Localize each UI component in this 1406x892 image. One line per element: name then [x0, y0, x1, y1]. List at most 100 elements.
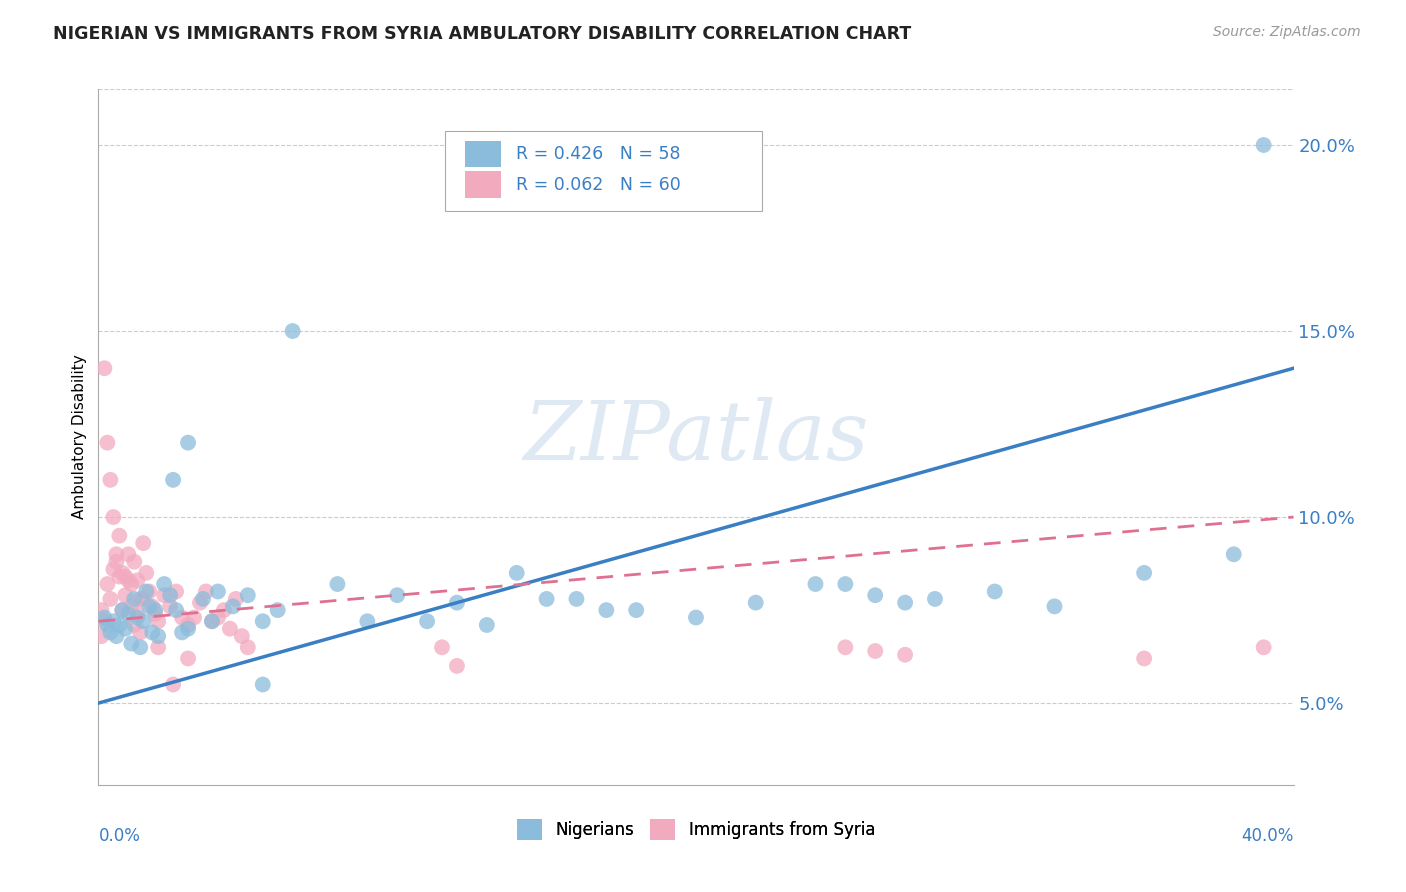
- Point: [177, 651, 200, 665]
- Point: [834, 577, 856, 591]
- Text: ZIPatlas: ZIPatlas: [523, 397, 869, 477]
- Point: [129, 591, 152, 606]
- Point: [475, 618, 498, 632]
- Point: [105, 629, 128, 643]
- Point: [98, 625, 122, 640]
- Point: [536, 591, 558, 606]
- Point: [132, 536, 155, 550]
- Point: [108, 618, 131, 632]
- Point: [124, 555, 146, 569]
- Point: [162, 473, 184, 487]
- Point: [267, 603, 290, 617]
- Point: [108, 569, 131, 583]
- Point: [894, 648, 917, 662]
- Point: [114, 588, 136, 602]
- Point: [1133, 566, 1156, 580]
- Point: [595, 603, 617, 617]
- Point: [1223, 547, 1246, 561]
- Point: [212, 603, 235, 617]
- Point: [201, 614, 224, 628]
- Point: [177, 618, 200, 632]
- Point: [356, 614, 378, 628]
- Point: [127, 574, 149, 588]
- FancyBboxPatch shape: [446, 131, 762, 211]
- Point: [804, 577, 827, 591]
- Point: [172, 610, 194, 624]
- Text: NIGERIAN VS IMMIGRANTS FROM SYRIA AMBULATORY DISABILITY CORRELATION CHART: NIGERIAN VS IMMIGRANTS FROM SYRIA AMBULA…: [53, 25, 911, 43]
- Point: [1043, 599, 1066, 614]
- Point: [865, 644, 887, 658]
- Point: [195, 584, 218, 599]
- Point: [132, 591, 155, 606]
- Point: [153, 577, 176, 591]
- Point: [138, 584, 160, 599]
- Point: [219, 622, 242, 636]
- Point: [1133, 651, 1156, 665]
- Point: [135, 566, 157, 580]
- Point: [231, 629, 253, 643]
- Point: [159, 588, 181, 602]
- Point: [103, 562, 125, 576]
- FancyBboxPatch shape: [465, 141, 501, 167]
- Point: [626, 603, 648, 617]
- Point: [111, 566, 134, 580]
- Point: [685, 610, 707, 624]
- Point: [93, 614, 115, 628]
- Point: [129, 640, 152, 655]
- Text: R = 0.426   N = 58: R = 0.426 N = 58: [516, 145, 681, 163]
- Point: [153, 588, 176, 602]
- Point: [162, 677, 184, 691]
- Point: [446, 659, 468, 673]
- Point: [90, 629, 112, 643]
- Point: [132, 614, 155, 628]
- Point: [141, 599, 163, 614]
- Point: [924, 591, 946, 606]
- Point: [143, 607, 166, 621]
- Point: [103, 614, 125, 628]
- Point: [148, 640, 170, 655]
- Point: [143, 603, 166, 617]
- Point: [148, 614, 170, 628]
- Point: [385, 588, 409, 602]
- Point: [103, 510, 125, 524]
- Point: [117, 607, 139, 621]
- Point: [225, 591, 247, 606]
- Point: [188, 596, 211, 610]
- Point: [565, 591, 588, 606]
- Point: [165, 603, 187, 617]
- Point: [191, 591, 214, 606]
- Legend: Nigerians, Immigrants from Syria: Nigerians, Immigrants from Syria: [510, 813, 882, 847]
- Point: [138, 599, 160, 614]
- Point: [222, 599, 245, 614]
- Text: Source: ZipAtlas.com: Source: ZipAtlas.com: [1213, 25, 1361, 39]
- Point: [98, 473, 122, 487]
- FancyBboxPatch shape: [465, 171, 501, 198]
- Point: [281, 324, 304, 338]
- Point: [148, 629, 170, 643]
- Point: [90, 603, 112, 617]
- Point: [252, 614, 274, 628]
- Point: [446, 596, 468, 610]
- Point: [135, 584, 157, 599]
- Point: [416, 614, 439, 628]
- Point: [177, 622, 200, 636]
- Point: [141, 625, 163, 640]
- Point: [120, 599, 142, 614]
- Point: [207, 584, 229, 599]
- Point: [159, 599, 181, 614]
- Point: [129, 625, 152, 640]
- Point: [430, 640, 453, 655]
- Point: [114, 622, 136, 636]
- Point: [207, 610, 229, 624]
- Point: [834, 640, 856, 655]
- Point: [127, 607, 149, 621]
- Text: 40.0%: 40.0%: [1241, 827, 1294, 845]
- Point: [96, 435, 118, 450]
- Point: [117, 547, 139, 561]
- Point: [172, 625, 194, 640]
- Y-axis label: Ambulatory Disability: Ambulatory Disability: [72, 355, 87, 519]
- Point: [108, 529, 131, 543]
- Point: [105, 555, 128, 569]
- Point: [127, 610, 149, 624]
- Point: [96, 577, 118, 591]
